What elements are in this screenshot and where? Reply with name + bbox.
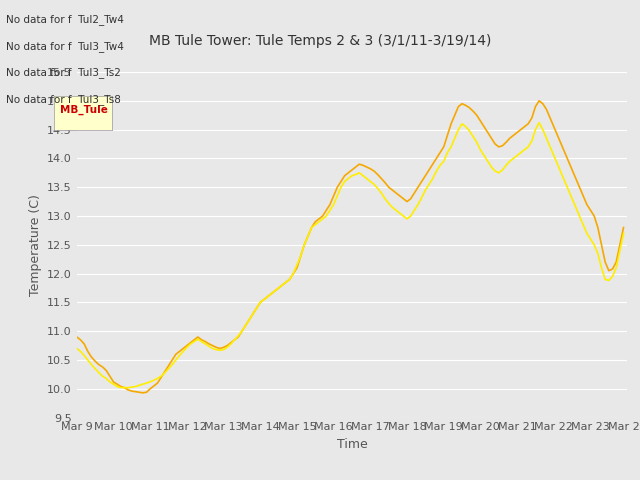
Text: No data for f  Tul2_Tw4: No data for f Tul2_Tw4	[6, 14, 124, 25]
Y-axis label: Temperature (C): Temperature (C)	[29, 194, 42, 296]
Text: No data for f  Tul3_Ts2: No data for f Tul3_Ts2	[6, 67, 121, 78]
Text: No data for f  Tul3_Ts8: No data for f Tul3_Ts8	[6, 94, 121, 105]
Text: MB Tule Tower: Tule Temps 2 & 3 (3/1/11-3/19/14): MB Tule Tower: Tule Temps 2 & 3 (3/1/11-…	[149, 34, 491, 48]
Text: No data for f  Tul3_Tw4: No data for f Tul3_Tw4	[6, 41, 124, 52]
Text: MB_Tule: MB_Tule	[60, 104, 108, 115]
X-axis label: Time: Time	[337, 438, 367, 451]
